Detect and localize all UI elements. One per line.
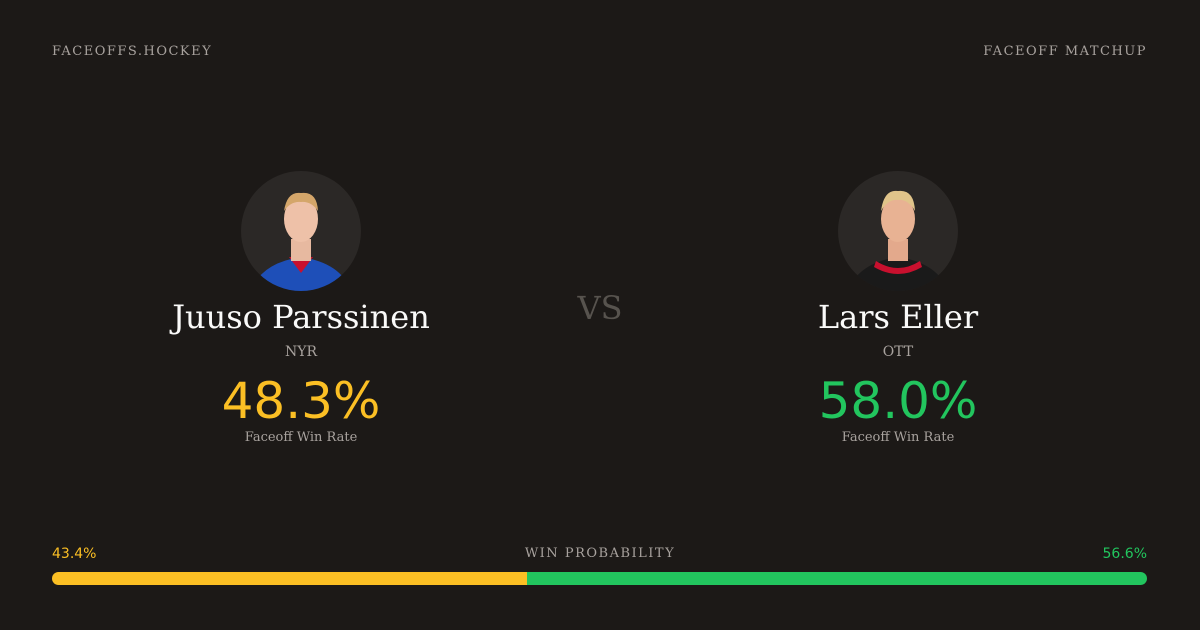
player-rate: 48.3% (221, 372, 381, 430)
rate-label: Faceoff Win Rate (244, 430, 358, 445)
probability-bar-left (52, 572, 528, 585)
probability-bar-right (527, 572, 1147, 585)
player-team: OTT (882, 344, 914, 360)
brand: FACEOFFS.HOCKEY (52, 44, 213, 59)
header-label: FACEOFF MATCHUP (983, 44, 1147, 59)
photo-art (251, 192, 351, 291)
player-rate: 58.0% (818, 372, 978, 430)
vs: VS (577, 289, 623, 327)
player-name: Juuso Parssinen (172, 298, 430, 336)
right-probability: 56.6% (1102, 546, 1147, 562)
player-name: Lars Eller (817, 298, 979, 336)
photo-art (848, 190, 948, 291)
rate-label: Faceoff Win Rate (841, 430, 955, 445)
player-photo (241, 171, 361, 291)
left-probability: 43.4% (52, 546, 97, 562)
player-photo (838, 171, 958, 291)
player-team: NYR (284, 344, 318, 360)
probability-label: WIN PROBABILITY (524, 546, 676, 561)
